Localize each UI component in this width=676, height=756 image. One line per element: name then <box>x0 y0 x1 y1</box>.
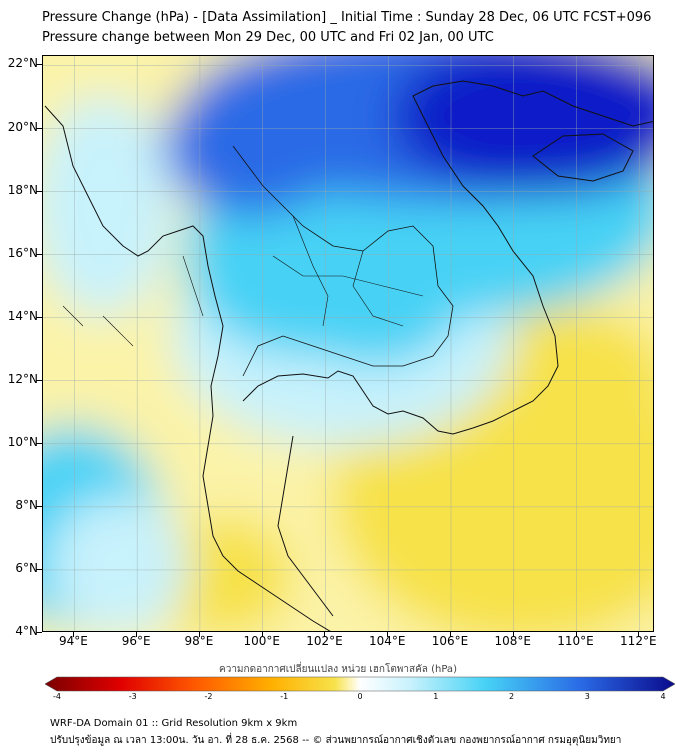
lat-tick <box>36 379 42 381</box>
lat-label: 20°N <box>7 119 38 134</box>
lon-label: 104°E <box>368 634 406 648</box>
lon-label: 100°E <box>243 634 280 648</box>
map-canvas <box>43 56 653 631</box>
lon-tick <box>324 632 326 637</box>
lon-tick <box>450 632 451 637</box>
chart-title: Pressure Change (hPa) - [Data Assimilati… <box>42 10 652 25</box>
lat-label: 4°N <box>15 624 38 638</box>
lon-label: 108°E <box>494 634 532 648</box>
lat-label: 10°N <box>7 434 38 449</box>
colorbar-tick-label: 0 <box>357 692 363 701</box>
colorbar <box>45 676 675 692</box>
coastlines <box>44 80 653 631</box>
footer-update-info: ปรับปรุงข้อมูล ณ เวลา 13:00น. วัน อา. ที… <box>50 735 622 746</box>
colorbar-tick-label: -1 <box>280 692 289 701</box>
lon-tick <box>261 632 263 637</box>
colorbar-tick-label: -4 <box>53 692 61 701</box>
lat-label: 12°N <box>7 371 38 386</box>
lon-tick <box>73 632 75 637</box>
lat-label: 8°N <box>15 497 38 512</box>
lat-label: 18°N <box>7 182 38 197</box>
colorbar-tick-label: 2 <box>508 692 515 701</box>
pressure-change-map[interactable] <box>42 55 654 632</box>
colorbar-tick-label: 4 <box>660 692 666 701</box>
lon-label: 94°E <box>58 634 88 648</box>
colorbar-title: ความกดอากาศเปลี่ยนแปลง หน่วย เฮกโตพาสคัล… <box>219 664 457 675</box>
graticule <box>43 56 653 631</box>
lon-label: 106°E <box>431 634 469 648</box>
colorbar-tick-label: 1 <box>433 692 439 701</box>
lon-tick <box>512 632 514 637</box>
lat-label: 16°N <box>7 245 38 260</box>
lat-tick <box>36 442 42 444</box>
lat-tick <box>36 316 42 318</box>
lon-tick <box>198 632 200 637</box>
lat-tick <box>36 64 42 66</box>
lat-tick <box>36 253 42 255</box>
lat-label: 22°N <box>7 56 38 71</box>
lat-tick <box>36 190 42 192</box>
colorbar-tick-label: -3 <box>128 692 137 701</box>
lon-label: 110°E <box>557 634 594 648</box>
lon-label: 98°E <box>184 634 214 648</box>
pressure-field <box>43 56 653 631</box>
lon-label: 102°E <box>306 634 343 648</box>
lat-tick <box>36 632 42 633</box>
lat-label: 6°N <box>15 560 38 575</box>
footer-model-info: WRF-DA Domain 01 :: Grid Resolution 9km … <box>50 718 298 729</box>
lat-tick <box>36 127 42 129</box>
lat-tick <box>36 568 42 570</box>
lat-tick <box>36 505 42 507</box>
lat-label: 14°N <box>7 308 38 323</box>
colorbar-tick-label: 3 <box>584 692 590 701</box>
lon-tick <box>136 632 138 637</box>
lon-label: 96°E <box>121 634 151 648</box>
lon-label: 112°E <box>620 634 657 648</box>
colorbar-tick-label: -2 <box>204 692 213 701</box>
lon-tick <box>387 632 389 637</box>
lon-tick <box>575 632 577 637</box>
chart-subtitle: Pressure change between Mon 29 Dec, 00 U… <box>42 30 494 45</box>
lon-tick <box>638 632 640 637</box>
